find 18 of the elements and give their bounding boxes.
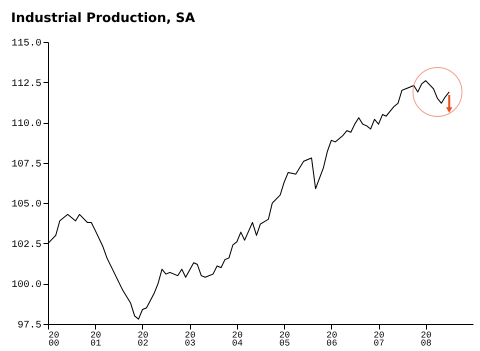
x-tick-label: 20 01 [90,330,102,348]
y-tick-label: 115.0 [11,38,42,50]
y-tick-label: 97.5 [17,320,42,332]
x-tick-label: 20 04 [232,330,243,348]
x-tick-label: 20 02 [138,330,148,348]
x-tick-label: 20 08 [420,330,432,348]
y-tick-label: 107.5 [11,159,42,170]
x-tick-label: 20 03 [184,330,196,348]
y-tick-label: 112.5 [11,78,42,90]
y-tick-label: 100.0 [11,280,42,292]
x-tick-label: 20 00 [48,330,60,348]
x-tick-label: 20 06 [326,330,338,348]
y-tick-label: 105.0 [11,200,42,211]
y-tick-label: 102.5 [11,240,42,251]
x-tick-label: 20 07 [374,330,384,348]
y-tick-label: 110.0 [11,119,42,130]
chart-title: Industrial Production, SA [10,11,196,26]
x-tick-label: 20 05 [279,330,290,348]
